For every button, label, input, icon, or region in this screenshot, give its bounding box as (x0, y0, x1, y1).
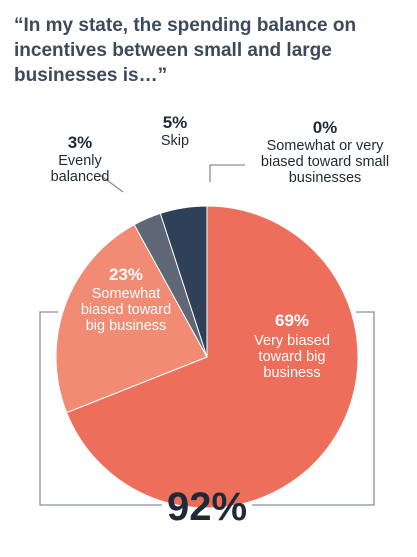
label-biased-toward-small: 0% Somewhat or very biased toward small … (261, 118, 389, 186)
label-very-biased: 69% Very biased toward big business (254, 311, 330, 381)
slice-somewhat-biased (55, 224, 208, 414)
leader-evenly-balanced (99, 174, 124, 193)
label-evenly-balanced: 3% Evenly balanced (51, 133, 110, 185)
label-evenly-balanced-line-1: Evenly (58, 153, 102, 169)
label-very-biased-line-1: Very biased (254, 333, 330, 349)
label-very-biased-line-3: business (263, 365, 320, 381)
label-somewhat-biased-line-1: Somewhat (92, 286, 161, 302)
pct-somewhat-biased: 23% (109, 265, 143, 284)
chart-title: “In my state, the spending balance on in… (14, 15, 356, 86)
label-skip-line-1: Skip (161, 133, 189, 149)
label-biased-toward-small-line-2: biased toward small (261, 154, 389, 170)
pct-evenly-balanced: 3% (68, 133, 93, 152)
label-somewhat-biased-line-2: biased toward (81, 302, 171, 318)
total-percent-label: 92% (167, 485, 247, 529)
pie-slices (55, 205, 359, 509)
title-line-2: incentives between small and large (14, 40, 332, 61)
label-somewhat-biased: 23% Somewhat biased toward big business (81, 265, 171, 334)
pct-skip: 5% (163, 113, 188, 132)
pct-very-biased: 69% (275, 311, 309, 330)
leader-zero-percent (209, 164, 245, 182)
total-bracket (39, 311, 375, 506)
label-very-biased-line-2: toward big (259, 349, 326, 365)
label-somewhat-biased-line-3: big business (86, 318, 167, 334)
label-biased-toward-small-line-1: Somewhat or very (267, 138, 385, 154)
label-evenly-balanced-line-2: balanced (51, 169, 110, 185)
label-skip: 5% Skip (161, 113, 189, 149)
pct-biased-toward-small: 0% (313, 118, 338, 137)
title-line-1: “In my state, the spending balance on (14, 15, 356, 36)
label-biased-toward-small-line-3: businesses (289, 170, 362, 186)
title-line-3: businesses is…” (14, 65, 167, 86)
slice-skip (159, 205, 208, 358)
slice-very-biased (65, 205, 359, 509)
